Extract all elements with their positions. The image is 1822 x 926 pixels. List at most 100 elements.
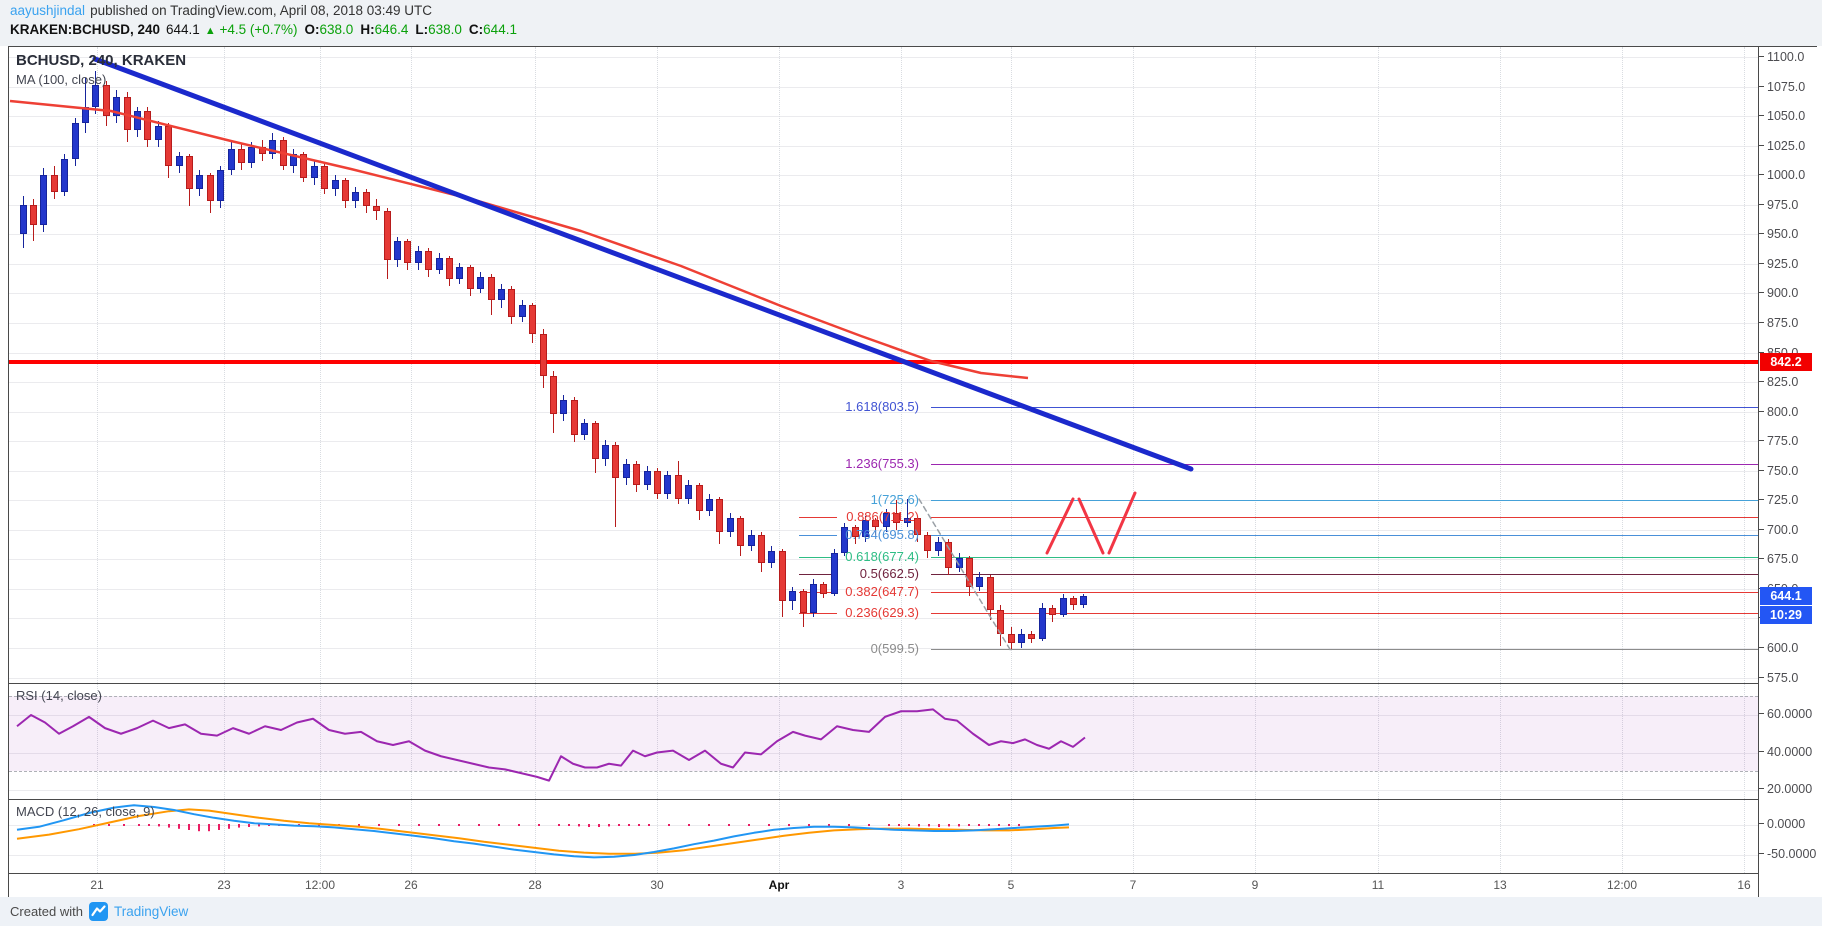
rsi-pane[interactable]: RSI (14, close) [9, 683, 1758, 799]
time-gridline [411, 800, 412, 873]
high-label: H: [360, 22, 375, 37]
candle [445, 257, 453, 280]
fib-line [931, 534, 1758, 536]
price-level-tag: 842.2 [1760, 352, 1812, 371]
candle [986, 577, 994, 611]
candle [1028, 633, 1036, 639]
tradingview-logo-icon[interactable] [88, 902, 108, 921]
price-gridline [9, 57, 1758, 58]
macd-pane[interactable]: MACD (12, 26, close, 9) [9, 799, 1758, 873]
price-gridline [9, 204, 1758, 206]
price-chart-pane[interactable]: BCHUSD, 240, KRAKEN MA (100, close) 1.61… [9, 47, 1758, 683]
macd-gridline [9, 855, 1758, 856]
time-gridline [1744, 800, 1745, 873]
price-tick-label: 575.0 [1758, 670, 1799, 685]
candle [934, 541, 942, 552]
candle [40, 175, 48, 225]
candle [92, 85, 100, 107]
fib-line [931, 613, 1758, 615]
candle [581, 423, 589, 436]
price-tick-label: 700.0 [1758, 522, 1799, 537]
candle [50, 175, 58, 192]
candle [269, 139, 277, 154]
publish-line: aayushjindal published on TradingView.com… [10, 3, 432, 18]
time-gridline [1378, 47, 1379, 683]
candle [664, 475, 672, 495]
candle [289, 153, 297, 166]
candle [71, 123, 79, 159]
candle [591, 423, 599, 459]
fib-line [931, 591, 1758, 593]
candle [393, 241, 401, 261]
candle [997, 610, 1005, 634]
time-gridline [1133, 800, 1134, 873]
time-gridline [1622, 800, 1623, 873]
time-gridline [1744, 47, 1745, 683]
publish-header: aayushjindal published on TradingView.com… [0, 0, 1822, 46]
price-tick-label: 975.0 [1758, 197, 1799, 212]
time-gridline [411, 47, 412, 683]
candle [1038, 607, 1046, 639]
time-tick-label: 3 [897, 878, 905, 892]
price-tick-label: 900.0 [1758, 286, 1799, 301]
candle [893, 513, 901, 523]
time-tick-label: 5 [1007, 878, 1015, 892]
fib-line [931, 574, 1758, 576]
fib-line [931, 407, 1758, 409]
candle [539, 333, 547, 377]
candle [414, 250, 422, 263]
time-gridline [1622, 47, 1623, 683]
price-gridline [9, 618, 1758, 620]
candle [820, 584, 828, 594]
rsi-legend: RSI (14, close) [16, 688, 102, 703]
author-link[interactable]: aayushjindal [10, 3, 86, 18]
candle [185, 156, 193, 190]
price-gridline [9, 588, 1758, 590]
candle [674, 475, 682, 500]
candle-wick [906, 499, 908, 528]
time-gridline [1744, 684, 1745, 799]
candle [560, 399, 568, 414]
candle [258, 146, 266, 154]
candle [175, 156, 183, 166]
candle [196, 175, 204, 190]
candle [809, 584, 817, 613]
time-gridline [779, 800, 780, 873]
candle [102, 85, 110, 117]
fib-line [799, 613, 837, 615]
fib-line [931, 556, 1758, 558]
time-gridline [535, 47, 536, 683]
candle [456, 267, 464, 280]
price-gridline [9, 677, 1758, 679]
time-axis[interactable]: 21 23 12:00 26 28 30 Apr 3 5 7 9 11 13 12:00 16 [9, 873, 1758, 897]
time-gridline [535, 800, 536, 873]
time-gridline [97, 47, 98, 683]
time-gridline [320, 47, 321, 683]
candle [206, 175, 214, 202]
candle [612, 444, 620, 478]
macd-gridline [9, 825, 1758, 826]
price-axis[interactable]: 1100.0 1075.0 1050.0 1025.0 1000.0 975.0 950.0… [1758, 47, 1817, 898]
price-gridline [9, 352, 1758, 354]
candle [643, 470, 651, 485]
candle [310, 165, 318, 178]
fib-label: 0.764(695.8) [845, 526, 919, 542]
candle [705, 499, 713, 511]
change-arrow-icon: ▲ [204, 25, 216, 37]
time-tick-label: 11 [1371, 878, 1385, 892]
candle [976, 577, 984, 587]
time-tick-label: 7 [1129, 878, 1137, 892]
fib-label: 0.236(629.3) [845, 605, 919, 621]
time-tick-label: 13 [1493, 878, 1507, 892]
price-gridline [9, 559, 1758, 561]
horizontal-price-line [9, 359, 1758, 364]
candle-wick [615, 442, 617, 528]
low-value: 638.0 [428, 22, 462, 37]
time-gridline [1255, 800, 1256, 873]
time-gridline [1500, 800, 1501, 873]
tradingview-link[interactable]: TradingView [113, 904, 189, 919]
symbol-line: KRAKEN:BCHUSD, 240 644.1 ▲ +4.5 (+0.7%) O:6… [10, 22, 517, 37]
candle [622, 463, 630, 478]
change-value: +4.5 (+0.7%) [219, 22, 298, 37]
rsi-gridline [9, 790, 1758, 791]
